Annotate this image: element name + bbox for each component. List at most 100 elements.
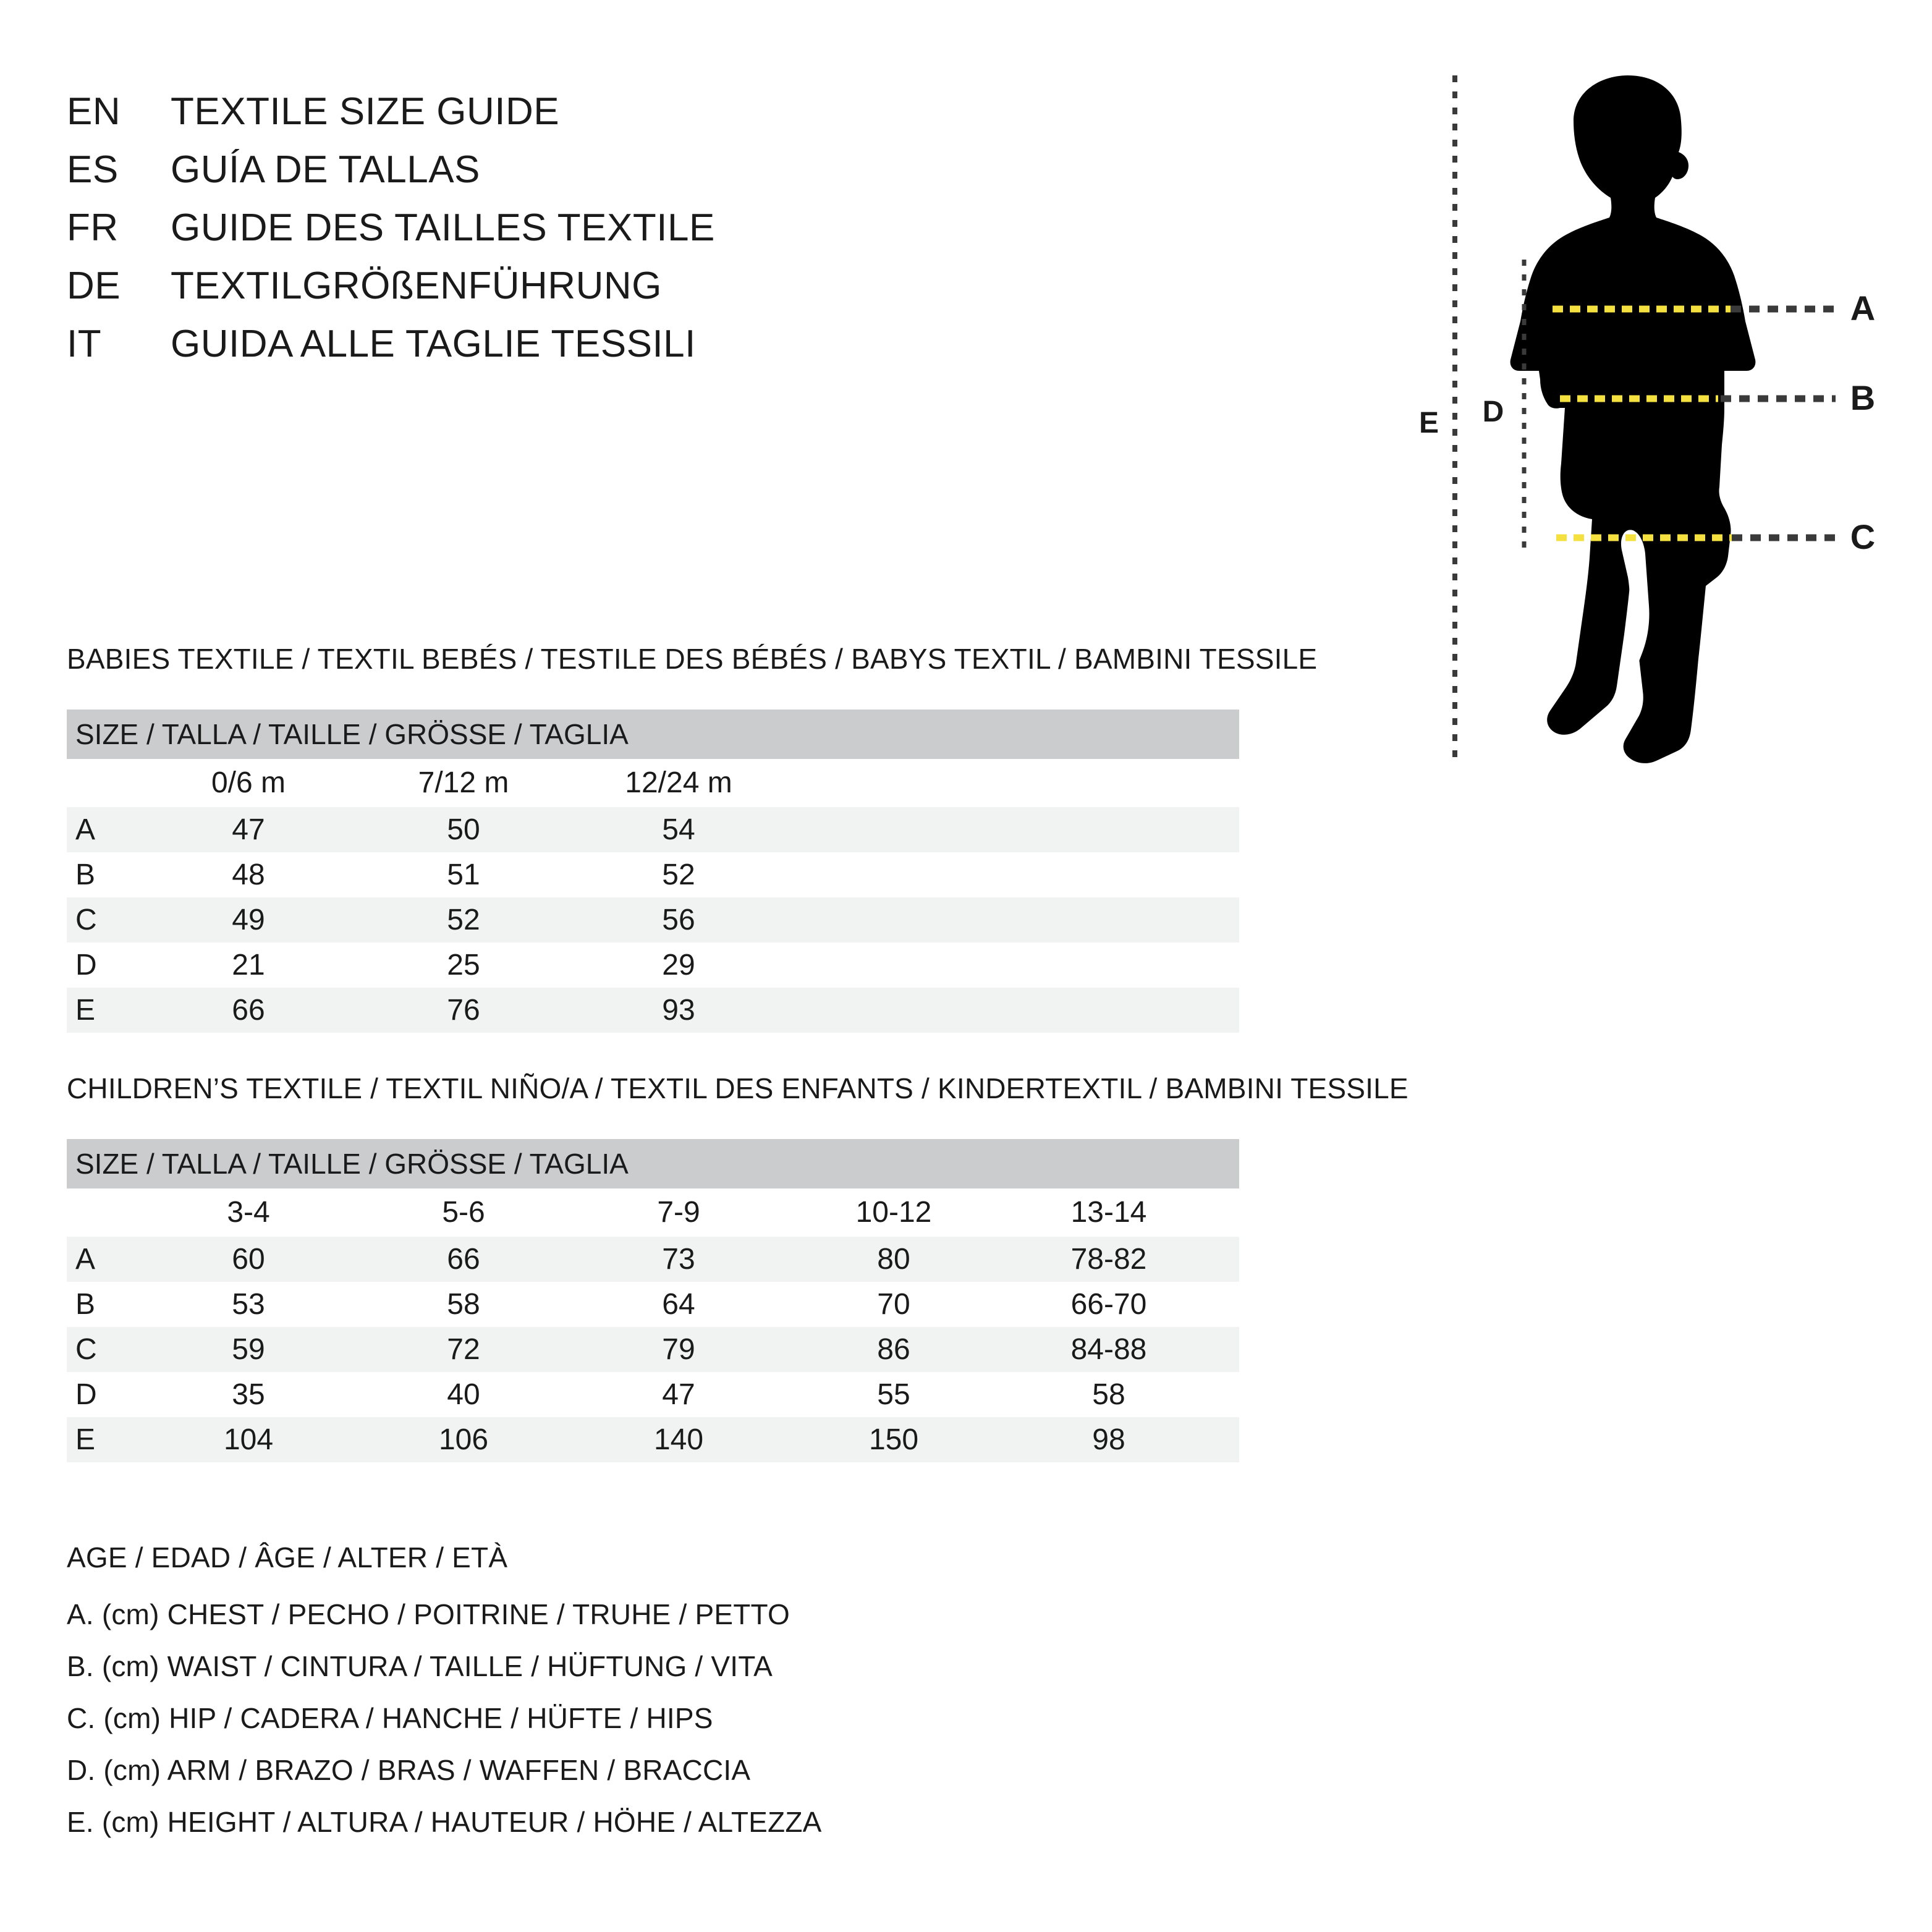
table-row: E 104 106 140 150 98 xyxy=(67,1417,1239,1462)
table-row: A 47 50 54 xyxy=(67,807,1239,852)
children-cell-d-0: 35 xyxy=(232,1378,265,1411)
babies-row-label-b: B xyxy=(75,858,96,891)
children-cell-b-0: 53 xyxy=(232,1287,265,1321)
babies-size-table: SIZE / TALLA / TAILLE / GRÖSSE / TAGLIA … xyxy=(67,710,1239,1033)
babies-cell-e-2: 93 xyxy=(662,993,695,1027)
children-column-header-3: 10-12 xyxy=(855,1196,932,1229)
table-row: C 49 52 56 xyxy=(67,897,1239,943)
children-column-header-1: 5-6 xyxy=(442,1196,485,1229)
measurement-legend: AGE / EDAD / ÂGE / ALTER / ETÀ A. (cm) C… xyxy=(67,1527,1117,1848)
language-title-en: TEXTILE SIZE GUIDE xyxy=(171,90,560,133)
children-row-label-c: C xyxy=(75,1332,97,1366)
children-column-header-row: 3-4 5-6 7-9 10-12 13-14 xyxy=(67,1188,1239,1237)
children-cell-c-2: 79 xyxy=(662,1332,695,1366)
a-marker-label: A xyxy=(1850,289,1875,328)
b-marker-label: B xyxy=(1850,378,1875,417)
children-cell-b-2: 64 xyxy=(662,1287,695,1321)
children-cell-b-3: 70 xyxy=(877,1287,910,1321)
children-cell-d-3: 55 xyxy=(877,1378,910,1411)
children-cell-a-0: 60 xyxy=(232,1242,265,1276)
language-title-it: GUIDA ALLE TAGLIE TESSILI xyxy=(171,323,696,365)
children-column-header-2: 7-9 xyxy=(657,1196,700,1229)
legend-item-c: C. (cm) HIP / CADERA / HANCHE / HÜFTE / … xyxy=(67,1702,713,1734)
babies-cell-e-1: 76 xyxy=(447,993,480,1027)
babies-column-header-0: 0/6 m xyxy=(211,766,286,799)
babies-row-label-c: C xyxy=(75,903,97,936)
children-cell-e-3: 150 xyxy=(868,1423,919,1456)
children-section-heading: CHILDREN’S TEXTILE / TEXTIL NIÑO/A / TEX… xyxy=(67,1072,1409,1104)
children-cell-a-2: 73 xyxy=(662,1242,695,1276)
babies-column-header-1: 7/12 m xyxy=(418,766,509,799)
children-cell-c-4: 84-88 xyxy=(1070,1332,1147,1366)
language-code-fr: FR xyxy=(67,206,119,249)
babies-cell-b-2: 52 xyxy=(662,858,695,891)
babies-cell-d-0: 21 xyxy=(232,948,265,981)
babies-cell-a-1: 50 xyxy=(447,813,480,846)
children-banner-label: SIZE / TALLA / TAILLE / GRÖSSE / TAGLIA xyxy=(75,1148,629,1180)
babies-column-header-row: 0/6 m 7/12 m 12/24 m xyxy=(67,759,1239,807)
children-cell-c-1: 72 xyxy=(447,1332,480,1366)
table-row: B 48 51 52 xyxy=(67,852,1239,897)
children-cell-e-1: 106 xyxy=(438,1423,489,1456)
children-cell-a-3: 80 xyxy=(877,1242,910,1276)
language-row-es: ES GUÍA DE TALLAS xyxy=(67,151,932,209)
language-row-en: EN TEXTILE SIZE GUIDE xyxy=(67,93,932,151)
children-column-header-4: 13-14 xyxy=(1070,1196,1147,1229)
children-cell-c-3: 86 xyxy=(877,1332,910,1366)
babies-cell-c-2: 56 xyxy=(662,903,695,936)
language-title-fr: GUIDE DES TAILLES TEXTILE xyxy=(171,206,715,249)
children-row-label-e: E xyxy=(75,1423,96,1456)
babies-cell-d-1: 25 xyxy=(447,948,480,981)
language-title-de: TEXTILGRÖßENFÜHRUNG xyxy=(171,265,662,307)
babies-cell-d-2: 29 xyxy=(662,948,695,981)
language-title-block: EN TEXTILE SIZE GUIDE ES GUÍA DE TALLAS … xyxy=(67,93,932,383)
children-cell-b-1: 58 xyxy=(447,1287,480,1321)
legend-item-a: A. (cm) CHEST / PECHO / POITRINE / TRUHE… xyxy=(67,1598,790,1630)
babies-row-label-e: E xyxy=(75,993,96,1027)
babies-table-banner: SIZE / TALLA / TAILLE / GRÖSSE / TAGLIA xyxy=(67,710,1239,759)
legend-age-title: AGE / EDAD / ÂGE / ALTER / ETÀ xyxy=(67,1541,508,1574)
language-code-de: DE xyxy=(67,265,121,307)
table-row: A 60 66 73 80 78-82 xyxy=(67,1237,1239,1282)
babies-banner-label: SIZE / TALLA / TAILLE / GRÖSSE / TAGLIA xyxy=(75,718,629,750)
children-cell-d-4: 58 xyxy=(1092,1378,1125,1411)
language-row-de: DE TEXTILGRÖßENFÜHRUNG xyxy=(67,267,932,325)
children-row-label-d: D xyxy=(75,1378,97,1411)
e-marker-label: E xyxy=(1419,407,1439,439)
body-measurement-diagram: D E A B C xyxy=(1415,62,1910,791)
table-row: E 66 76 93 xyxy=(67,988,1239,1033)
babies-cell-c-1: 52 xyxy=(447,903,480,936)
language-title-es: GUÍA DE TALLAS xyxy=(171,148,480,191)
legend-item-b: B. (cm) WAIST / CINTURA / TAILLE / HÜFTU… xyxy=(67,1650,773,1682)
children-cell-a-4: 78-82 xyxy=(1070,1242,1147,1276)
children-cell-e-4: 98 xyxy=(1092,1423,1125,1456)
children-cell-d-1: 40 xyxy=(447,1378,480,1411)
language-row-fr: FR GUIDE DES TAILLES TEXTILE xyxy=(67,209,932,267)
children-size-table: SIZE / TALLA / TAILLE / GRÖSSE / TAGLIA … xyxy=(67,1139,1239,1462)
child-silhouette-icon xyxy=(1510,75,1756,763)
table-row: D 21 25 29 xyxy=(67,943,1239,988)
language-row-it: IT GUIDA ALLE TAGLIE TESSILI xyxy=(67,325,932,383)
babies-cell-a-0: 47 xyxy=(232,813,265,846)
children-column-header-0: 3-4 xyxy=(227,1196,270,1229)
babies-cell-c-0: 49 xyxy=(232,903,265,936)
children-cell-d-2: 47 xyxy=(662,1378,695,1411)
children-cell-c-0: 59 xyxy=(232,1332,265,1366)
babies-cell-b-1: 51 xyxy=(447,858,480,891)
language-code-it: IT xyxy=(67,323,102,365)
language-code-es: ES xyxy=(67,148,119,191)
children-table-banner: SIZE / TALLA / TAILLE / GRÖSSE / TAGLIA xyxy=(67,1139,1239,1188)
table-row: B 53 58 64 70 66-70 xyxy=(67,1282,1239,1327)
babies-cell-e-0: 66 xyxy=(232,993,265,1027)
children-row-label-b: B xyxy=(75,1287,96,1321)
babies-cell-a-2: 54 xyxy=(662,813,695,846)
language-code-en: EN xyxy=(67,90,121,133)
c-marker-label: C xyxy=(1850,517,1875,556)
babies-row-label-a: A xyxy=(75,813,96,846)
babies-column-header-2: 12/24 m xyxy=(625,766,732,799)
d-marker-label: D xyxy=(1483,396,1504,428)
children-row-label-a: A xyxy=(75,1242,96,1276)
table-row: C 59 72 79 86 84-88 xyxy=(67,1327,1239,1372)
babies-cell-b-0: 48 xyxy=(232,858,265,891)
children-cell-e-2: 140 xyxy=(653,1423,704,1456)
